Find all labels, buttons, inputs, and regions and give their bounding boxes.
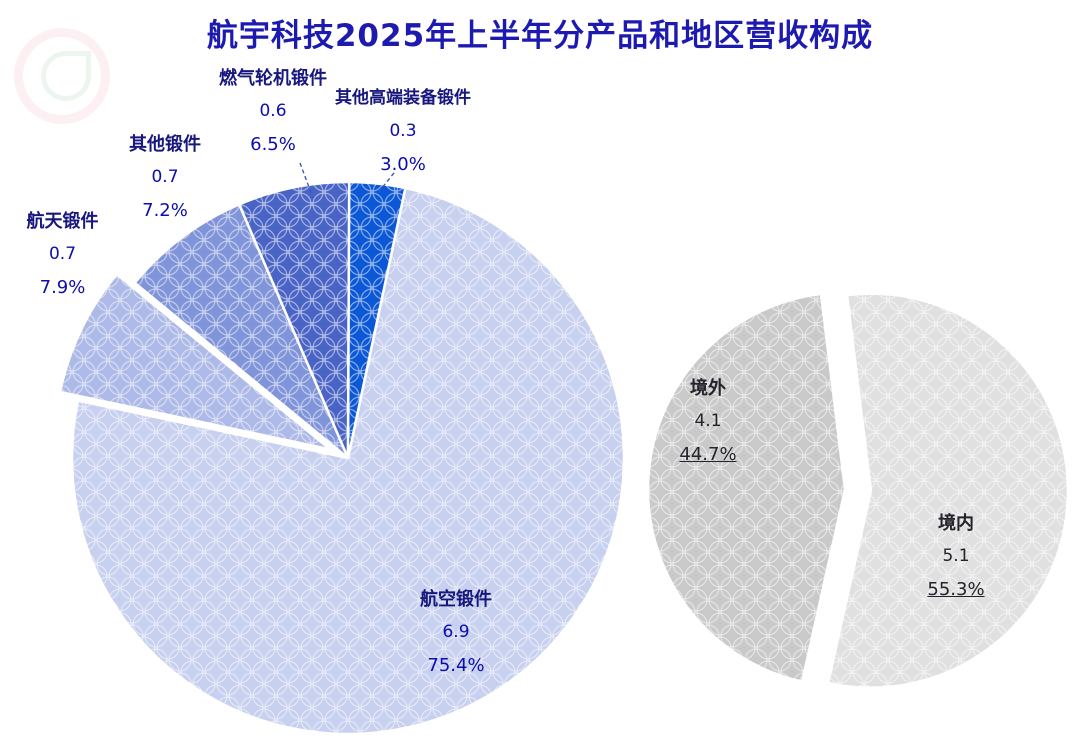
label-value: 0.3 [389, 121, 417, 141]
watermark-logo [14, 28, 110, 124]
label-gas-turbine-forgings: 燃气轮机锻件 0.6 6.5% [193, 62, 353, 161]
label-value: 6.9 [442, 622, 470, 642]
label-aviation-forgings: 航空锻件 6.9 75.4% [396, 583, 516, 682]
pie-0-slice-2-texture [134, 204, 348, 458]
product-pie [58, 180, 626, 736]
pie-0-slice-0-texture [71, 188, 624, 734]
pie-0-slice-4-texture [348, 182, 406, 458]
region-pie [646, 292, 1070, 689]
label-name: 航天锻件 [26, 211, 99, 232]
label-name: 境内 [938, 513, 974, 534]
label-name: 境外 [690, 378, 726, 399]
pie-0-slice-1-texture [60, 274, 330, 450]
label-percent: 55.3% [927, 579, 985, 600]
label-percent: 7.2% [142, 200, 188, 221]
pie-1-slice-0-texture [828, 293, 1068, 688]
label-name: 其他高端装备锻件 [335, 88, 471, 108]
label-value: 0.7 [48, 244, 77, 264]
label-domestic: 境内 5.1 55.3% [896, 507, 1016, 606]
label-percent: 7.9% [39, 277, 86, 298]
leader-line-high-end-equipment [376, 172, 395, 195]
label-name: 燃气轮机锻件 [219, 68, 327, 89]
label-percent: 44.7% [679, 444, 737, 465]
leader-line-gas-turbine [299, 162, 314, 199]
label-high-end-equipment-forgings: 其他高端装备锻件 0.3 3.0% [293, 82, 513, 181]
label-name: 其他锻件 [129, 134, 201, 155]
label-percent: 75.4% [427, 655, 485, 676]
label-percent: 3.0% [380, 154, 426, 175]
label-value: 0.7 [151, 167, 179, 187]
label-overseas: 境外 4.1 44.7% [648, 372, 768, 471]
pie-1-slice-1-texture [648, 293, 846, 682]
label-other-forgings: 其他锻件 0.7 7.2% [105, 128, 225, 227]
label-percent: 6.5% [250, 134, 296, 155]
pie-0-slice-3-texture [239, 182, 350, 458]
label-value: 0.6 [259, 101, 287, 121]
label-aerospace-forgings: 航天锻件 0.7 7.9% [5, 205, 120, 304]
label-value: 4.1 [694, 411, 722, 431]
label-name: 航空锻件 [420, 589, 492, 610]
chart-title: 航宇科技2025年上半年分产品和地区营收构成 [206, 18, 874, 54]
label-value: 5.1 [942, 546, 970, 566]
